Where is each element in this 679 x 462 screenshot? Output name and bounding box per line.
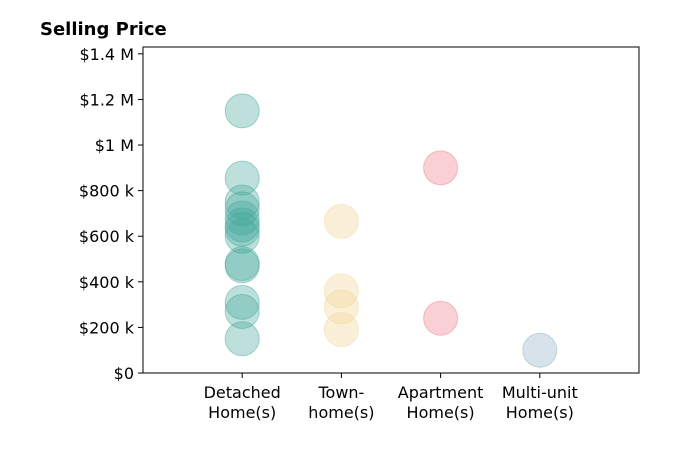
data-point bbox=[224, 218, 260, 254]
y-tick-label: $200 k bbox=[79, 318, 135, 337]
x-tick-label: Town- bbox=[317, 383, 364, 402]
x-tick-label: Multi-unit bbox=[502, 383, 578, 402]
data-point bbox=[224, 160, 260, 196]
data-point bbox=[323, 312, 359, 348]
data-point bbox=[224, 248, 260, 284]
x-axis: DetachedHome(s)Town-home(s)ApartmentHome… bbox=[204, 373, 578, 422]
y-tick-label: $1 M bbox=[95, 136, 134, 155]
chart-title: Selling Price bbox=[40, 19, 167, 40]
x-tick-label: Home(s) bbox=[208, 403, 276, 422]
y-tick-label: $1.2 M bbox=[79, 90, 134, 109]
data-point bbox=[224, 200, 260, 236]
y-tick-label: $0 bbox=[114, 364, 134, 383]
data-point bbox=[224, 246, 260, 282]
y-tick-label: $600 k bbox=[79, 227, 135, 246]
y-tick-label: $800 k bbox=[79, 182, 135, 201]
x-tick-label: Apartment bbox=[398, 383, 484, 402]
data-point bbox=[224, 207, 260, 243]
y-axis: $0 $200 k $400 k $600 k $800 k $1 M $1.2 M $1.4… bbox=[79, 45, 143, 383]
data-point bbox=[423, 300, 459, 336]
x-tick-label: home(s) bbox=[308, 403, 374, 422]
data-point bbox=[323, 289, 359, 325]
data-point bbox=[323, 273, 359, 309]
data-point bbox=[423, 150, 459, 186]
data-point bbox=[224, 93, 260, 129]
data-point bbox=[224, 321, 260, 357]
x-tick-label: Home(s) bbox=[407, 403, 475, 422]
data-point bbox=[224, 184, 260, 220]
data-point bbox=[224, 211, 260, 247]
data-point bbox=[224, 293, 260, 329]
data-point bbox=[522, 332, 558, 368]
data-points bbox=[224, 93, 558, 368]
x-tick-label: Detached bbox=[204, 383, 281, 402]
y-tick-label: $1.4 M bbox=[79, 45, 134, 64]
data-point bbox=[224, 284, 260, 320]
data-point bbox=[224, 191, 260, 227]
x-tick-label: Home(s) bbox=[506, 403, 574, 422]
y-tick-label: $400 k bbox=[79, 273, 135, 292]
plot-area-frame bbox=[142, 46, 640, 374]
data-point bbox=[323, 203, 359, 239]
